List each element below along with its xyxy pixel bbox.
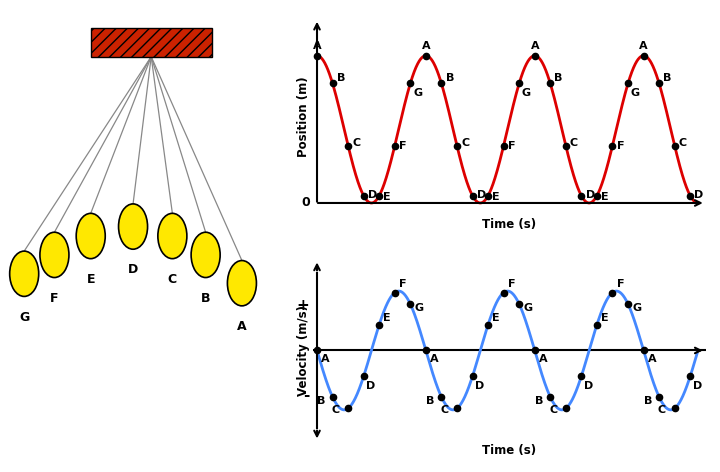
Text: C: C bbox=[441, 405, 449, 414]
Text: F: F bbox=[616, 141, 624, 151]
Y-axis label: Position (m): Position (m) bbox=[297, 76, 310, 157]
Text: C: C bbox=[331, 405, 340, 414]
Text: +: + bbox=[297, 297, 310, 312]
Text: A: A bbox=[430, 354, 438, 363]
Circle shape bbox=[119, 204, 148, 249]
Text: A: A bbox=[639, 41, 648, 51]
Text: G: G bbox=[632, 303, 642, 313]
Text: F: F bbox=[399, 141, 406, 151]
Text: G: G bbox=[19, 311, 30, 324]
Text: E: E bbox=[601, 312, 608, 322]
Circle shape bbox=[40, 232, 69, 278]
Text: A: A bbox=[237, 320, 247, 333]
Text: F: F bbox=[508, 279, 516, 289]
Text: E: E bbox=[383, 312, 391, 322]
Text: F: F bbox=[508, 141, 516, 151]
Text: E: E bbox=[492, 192, 500, 202]
Text: C: C bbox=[352, 138, 361, 148]
Text: F: F bbox=[50, 292, 59, 305]
Text: F: F bbox=[399, 279, 406, 289]
Text: D: D bbox=[366, 381, 376, 391]
Text: B: B bbox=[201, 292, 210, 305]
Text: B: B bbox=[337, 73, 345, 83]
Text: D: D bbox=[693, 381, 702, 391]
Text: C: C bbox=[658, 405, 666, 414]
Text: G: G bbox=[522, 88, 531, 98]
Text: A: A bbox=[321, 354, 330, 363]
Text: D: D bbox=[475, 381, 485, 391]
Circle shape bbox=[9, 251, 39, 296]
Text: A: A bbox=[531, 41, 539, 51]
Circle shape bbox=[76, 213, 105, 259]
Text: E: E bbox=[383, 192, 391, 202]
Text: D: D bbox=[128, 263, 138, 277]
Text: C: C bbox=[679, 138, 687, 148]
Text: E: E bbox=[492, 312, 500, 322]
Text: D: D bbox=[694, 191, 703, 201]
X-axis label: Time (s): Time (s) bbox=[482, 444, 536, 457]
Text: D: D bbox=[368, 191, 377, 201]
Circle shape bbox=[191, 232, 220, 278]
Text: C: C bbox=[461, 138, 469, 148]
Text: B: B bbox=[644, 396, 652, 406]
Text: C: C bbox=[168, 273, 177, 286]
Text: B: B bbox=[535, 396, 544, 406]
Text: G: G bbox=[523, 303, 533, 313]
Circle shape bbox=[228, 261, 256, 306]
Text: 0: 0 bbox=[302, 196, 310, 210]
Text: B: B bbox=[426, 396, 434, 406]
Text: A: A bbox=[313, 41, 321, 51]
X-axis label: Time (s): Time (s) bbox=[482, 218, 536, 230]
Text: -: - bbox=[303, 388, 310, 404]
Circle shape bbox=[158, 213, 187, 259]
Text: D: D bbox=[584, 381, 593, 391]
Text: C: C bbox=[570, 138, 578, 148]
Text: A: A bbox=[539, 354, 547, 363]
Text: B: B bbox=[663, 73, 672, 83]
Text: B: B bbox=[446, 73, 454, 83]
Text: E: E bbox=[601, 192, 608, 202]
Text: B: B bbox=[318, 396, 325, 406]
Text: B: B bbox=[554, 73, 563, 83]
Y-axis label: Velocity (m/s): Velocity (m/s) bbox=[297, 305, 310, 396]
Text: D: D bbox=[477, 191, 486, 201]
Bar bbox=[91, 28, 212, 57]
Text: E: E bbox=[86, 273, 95, 286]
Text: C: C bbox=[549, 405, 557, 414]
Text: A: A bbox=[648, 354, 657, 363]
Text: A: A bbox=[422, 41, 431, 51]
Text: G: G bbox=[631, 88, 640, 98]
Text: F: F bbox=[616, 279, 624, 289]
Text: D: D bbox=[585, 191, 595, 201]
Text: G: G bbox=[415, 303, 423, 313]
Text: G: G bbox=[413, 88, 422, 98]
